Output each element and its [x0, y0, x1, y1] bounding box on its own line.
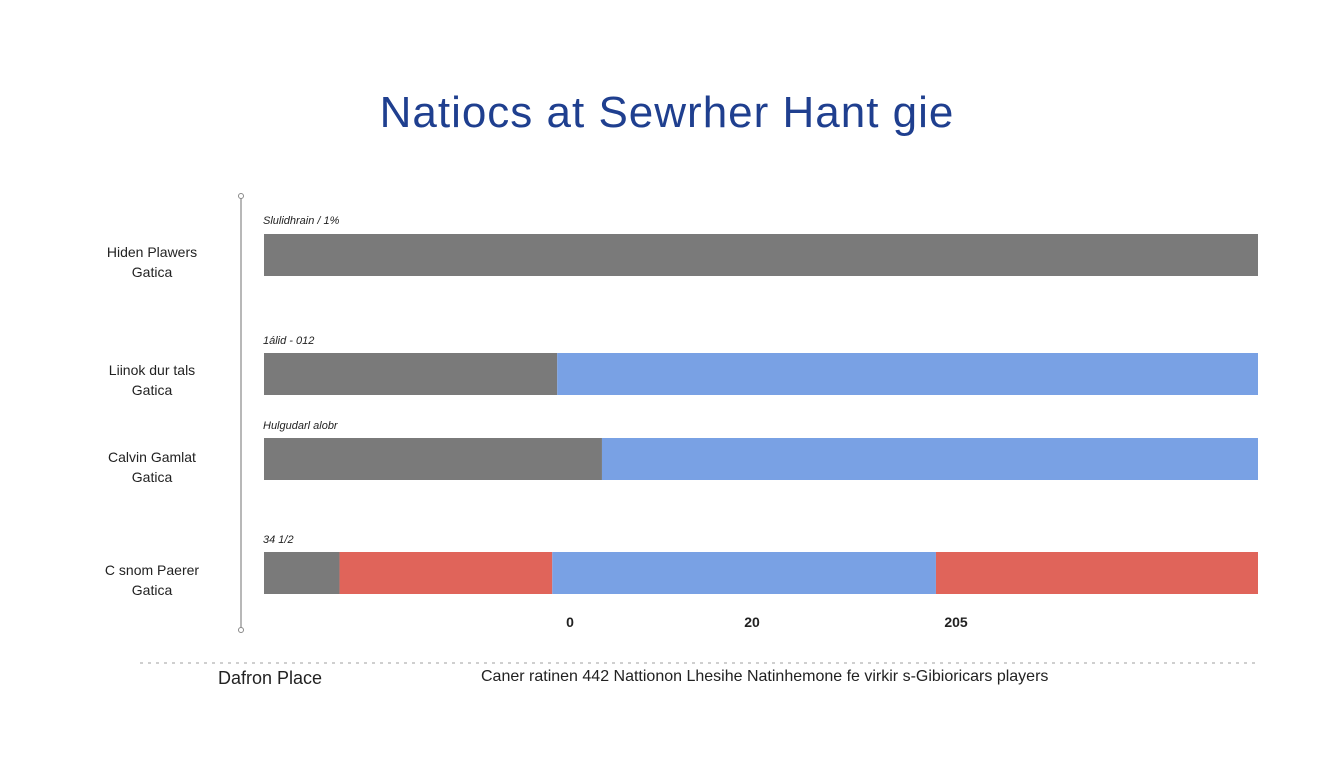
- bar-4-segment-3: [552, 552, 936, 594]
- category-label-2: Liinok dur tals Gatica: [77, 360, 227, 400]
- bar-2-segment-2: [557, 353, 1258, 395]
- x-tick-label-3: 205: [944, 614, 968, 630]
- bar-4-segment-4: [935, 552, 1258, 594]
- category-label-3: Calvin Gamlat Gatica: [77, 447, 227, 487]
- bar-2-segment-1: [264, 353, 558, 395]
- bar-note-2: 1álid - 012: [263, 335, 315, 347]
- category-label-4: C snom Paerer Gatica: [77, 560, 227, 600]
- category-label-1-line-1: Hiden Plawers: [106, 244, 198, 260]
- bar-4-segment-1: [264, 552, 340, 594]
- category-label-2-line-2: Gatica: [131, 382, 173, 398]
- category-label-4-line-1: C snom Paerer: [104, 562, 200, 578]
- category-label-3-line-2: Gatica: [131, 469, 173, 485]
- y-axis-end-dot-2: [238, 627, 244, 633]
- category-label-1-line-2: Gatica: [131, 264, 173, 280]
- bar-note-4: 34 1/2: [263, 534, 294, 546]
- bar-note-1: Slulidhrain / 1%: [263, 215, 340, 227]
- bar-4-segment-2: [339, 552, 553, 594]
- y-axis-end-dot-1: [238, 193, 244, 199]
- category-label-3-line-1: Calvin Gamlat: [108, 449, 196, 465]
- x-axis-title: Caner ratinen 442 Nattionon Lhesihe Nati…: [481, 668, 1049, 685]
- category-label-1: Hiden Plawers Gatica: [77, 242, 227, 282]
- bar-3-segment-1: [264, 438, 602, 480]
- category-label-4-line-2: Gatica: [131, 582, 173, 598]
- bar-3-segment-2: [601, 438, 1258, 480]
- x-tick-label-1: 0: [566, 614, 574, 630]
- y-axis-title: Dafron Place: [218, 668, 323, 688]
- bar-1-segment-1: [264, 234, 1258, 276]
- bar-note-3: Hulgudarl alobr: [263, 420, 338, 432]
- category-label-2-line-1: Liinok dur tals: [108, 362, 196, 378]
- x-tick-label-2: 20: [744, 614, 760, 630]
- chart-title: Natiocs at Sewrher Hant gie: [379, 88, 955, 137]
